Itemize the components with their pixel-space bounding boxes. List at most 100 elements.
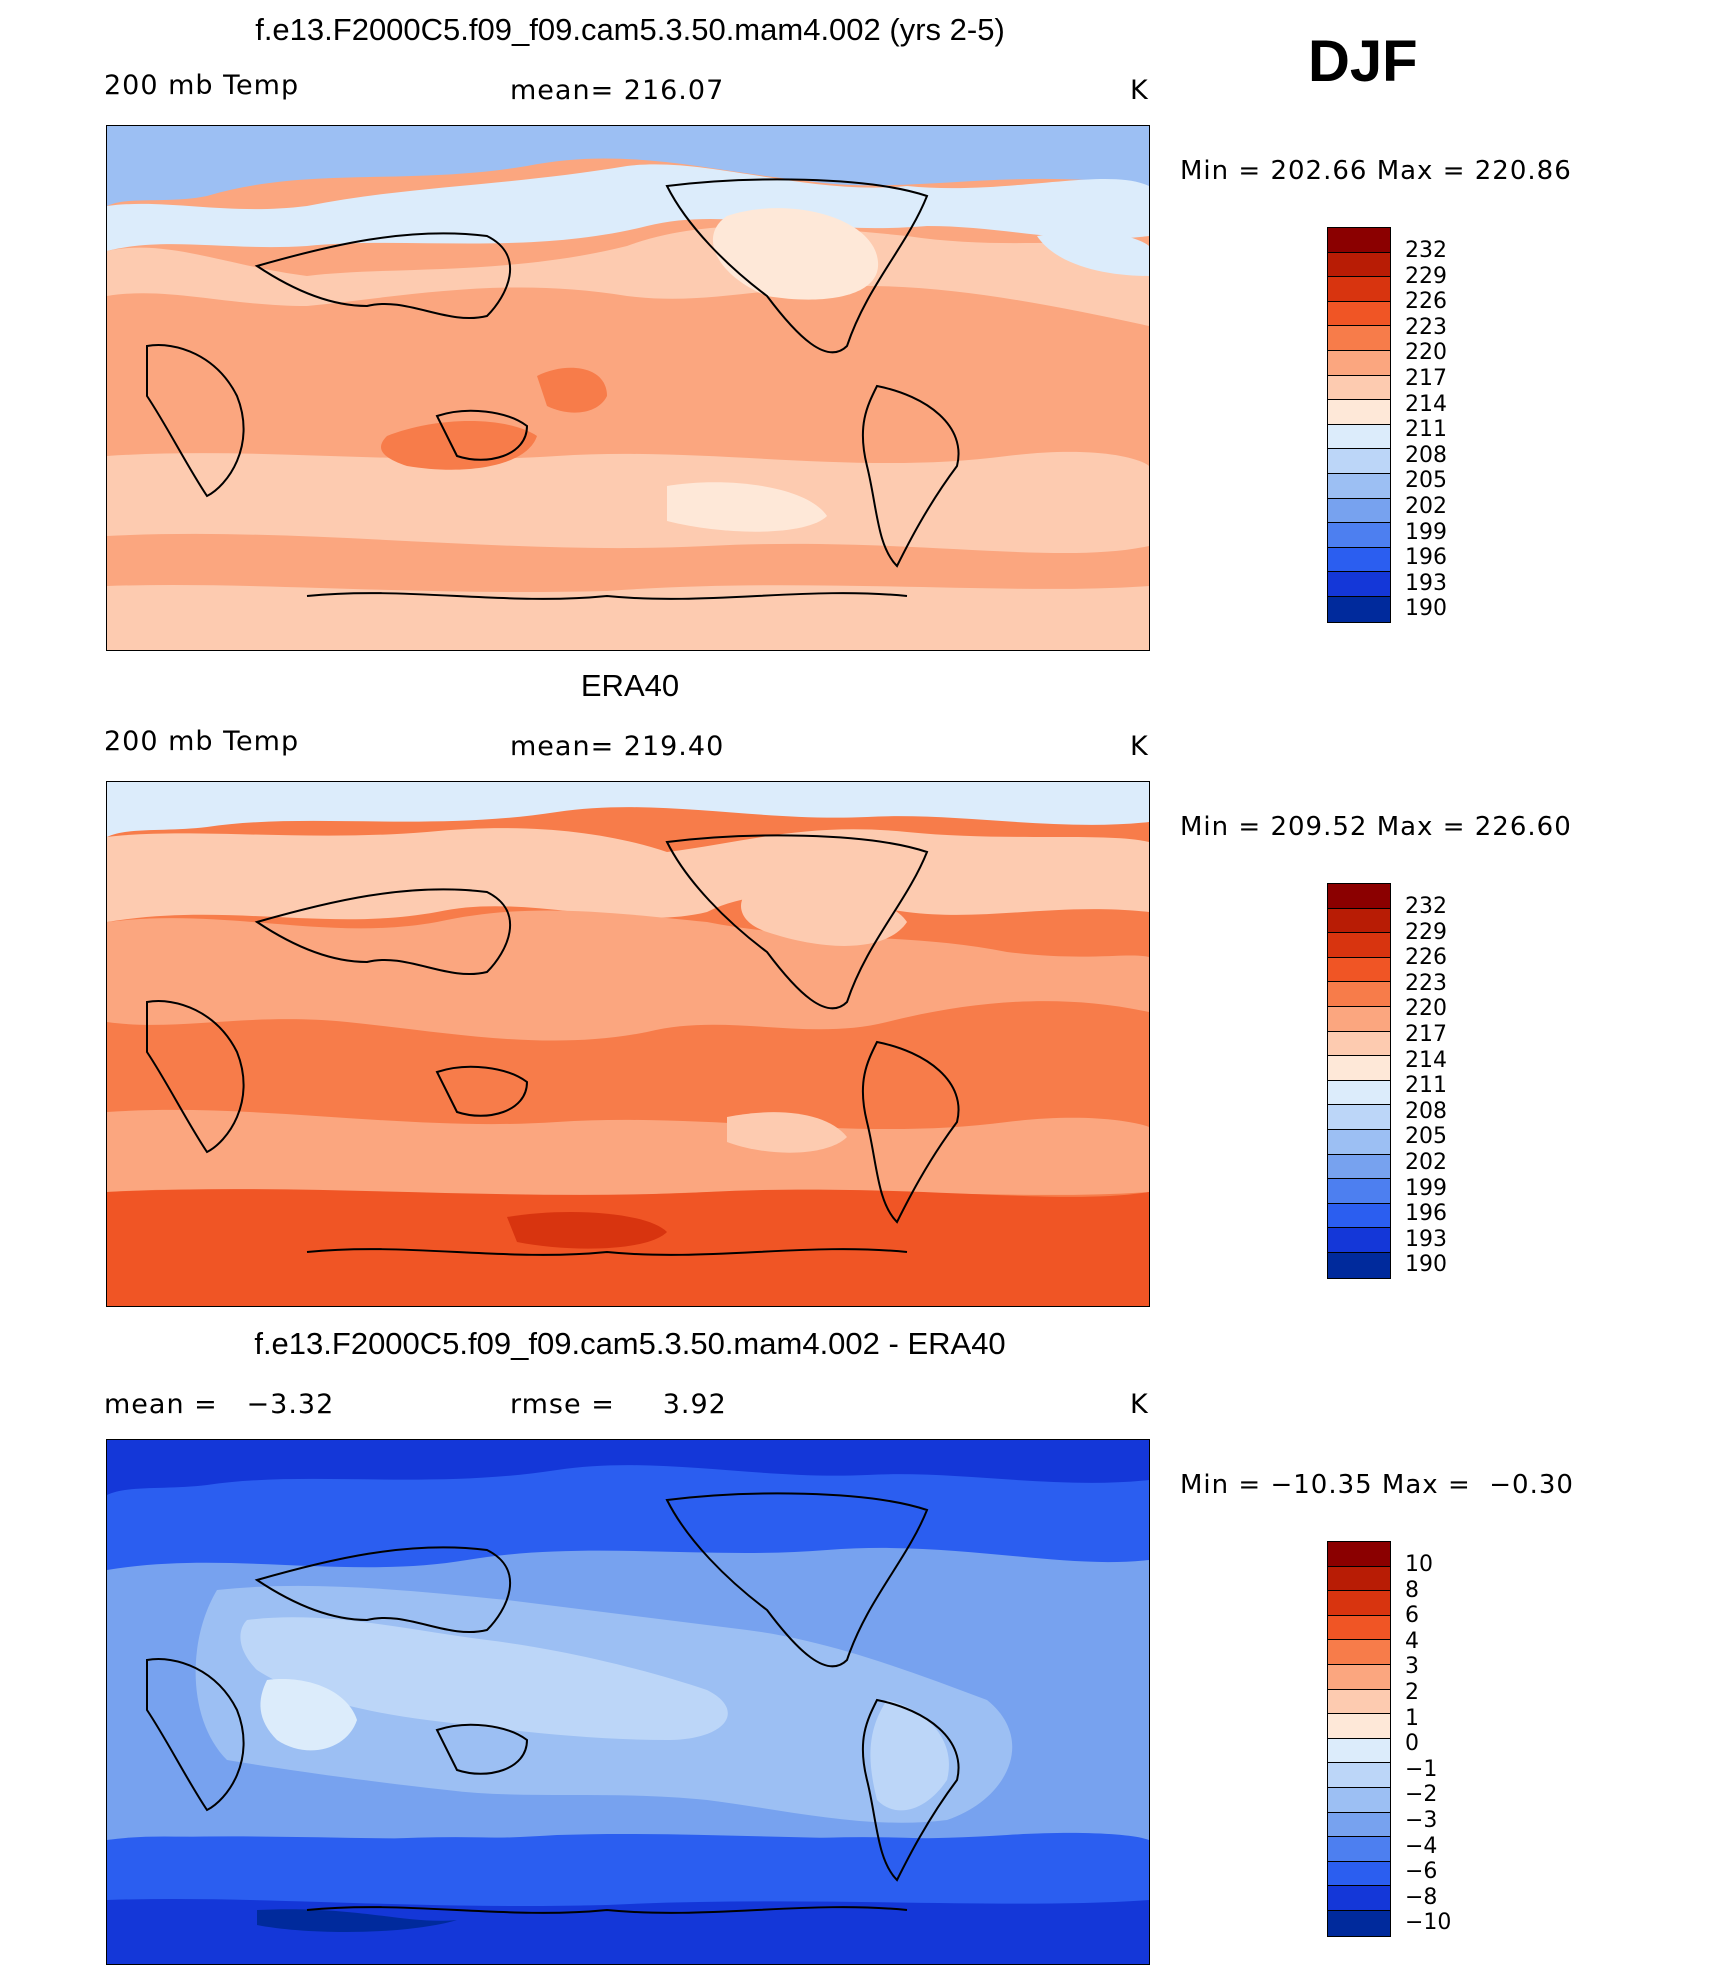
colorbar: [1327, 227, 1391, 623]
colorbar-swatch: [1328, 375, 1390, 401]
colorbar-swatch: [1328, 1812, 1390, 1838]
units-label: K: [1130, 75, 1149, 106]
colorbar-swatch: [1328, 400, 1390, 425]
colorbar-swatch: [1328, 957, 1390, 983]
colorbar-swatch: [1328, 1763, 1390, 1788]
colorbar-tick-label: 226: [1405, 945, 1447, 971]
colorbar-swatch: [1328, 1861, 1390, 1887]
colorbar-swatch: [1328, 1056, 1390, 1081]
colorbar-swatch: [1328, 1640, 1390, 1665]
colorbar-tick-label: 199: [1405, 1175, 1447, 1201]
mean-label: mean= 219.40: [510, 731, 725, 762]
colorbar-swatch: [1328, 350, 1390, 376]
mean-label: mean= 216.07: [510, 75, 725, 106]
colorbar-tick-label: 208: [1405, 442, 1447, 468]
mean-label: mean = −3.32: [104, 1389, 335, 1420]
colorbar-tick-label: 2: [1405, 1679, 1419, 1705]
colorbar-swatch: [1328, 1129, 1390, 1155]
colorbar-swatch: [1328, 301, 1390, 327]
season-label: DJF: [1308, 29, 1418, 94]
colorbar-swatch: [1328, 1591, 1390, 1616]
colorbar-swatch: [1328, 596, 1390, 622]
colorbar-tick-label: 190: [1405, 1252, 1447, 1278]
colorbar-swatch: [1328, 1006, 1390, 1032]
colorbar-tick-label: 193: [1405, 1226, 1447, 1252]
colorbar-swatch: [1328, 252, 1390, 278]
colorbar-tick-label: −2: [1405, 1782, 1438, 1808]
min-max-label: Min = 209.52 Max = 226.60: [1180, 812, 1572, 842]
colorbar-tick-label: 3: [1405, 1654, 1419, 1680]
colorbar-tick-label: 229: [1405, 919, 1447, 945]
colorbar-tick-label: 10: [1405, 1552, 1433, 1577]
panel-title: ERA40: [580, 668, 680, 703]
colorbar-ticks: 10 8 6 4 3 2 1 0 −1 −2 −3 −4 −6 −8 −10: [1405, 1552, 1451, 1936]
colorbar-swatch: [1328, 884, 1390, 909]
units-label: K: [1130, 1389, 1149, 1420]
colorbar-tick-label: 193: [1405, 570, 1447, 596]
colorbar-swatch: [1328, 449, 1390, 474]
colorbar-tick-label: 229: [1405, 263, 1447, 289]
colorbar-tick-label: 1: [1405, 1705, 1419, 1731]
colorbar-tick-label: 196: [1405, 1201, 1447, 1227]
panel-title: f.e13.F2000C5.f09_f09.cam5.3.50.mam4.002…: [254, 1326, 1006, 1361]
colorbar-tick-label: 202: [1405, 493, 1447, 519]
colorbar-swatch: [1328, 326, 1390, 351]
colorbar-tick-label: 217: [1405, 365, 1447, 391]
colorbar-swatch: [1328, 1203, 1390, 1229]
panel-title: f.e13.F2000C5.f09_f09.cam5.3.50.mam4.002…: [255, 12, 1005, 47]
colorbar-swatch: [1328, 908, 1390, 934]
colorbar-tick-label: −8: [1405, 1884, 1438, 1910]
colorbar-tick-label: 202: [1405, 1149, 1447, 1175]
colorbar-swatch: [1328, 1910, 1390, 1936]
colorbar-tick-label: 223: [1405, 970, 1447, 996]
colorbar-swatch: [1328, 1228, 1390, 1253]
colorbar-tick-label: −10: [1405, 1910, 1452, 1936]
min-max-label: Min = 202.66 Max = 220.86: [1180, 156, 1572, 186]
colorbar-swatch: [1328, 1080, 1390, 1106]
colorbar-tick-label: 211: [1405, 1073, 1447, 1099]
colorbar-tick-label: −3: [1405, 1807, 1438, 1833]
colorbar-tick-label: 220: [1405, 340, 1447, 366]
colorbar-tick-label: 217: [1405, 1021, 1447, 1047]
colorbar-swatch: [1328, 523, 1390, 548]
units-label: K: [1130, 731, 1149, 762]
colorbar-swatch: [1328, 1664, 1390, 1690]
colorbar-swatch: [1328, 547, 1390, 573]
colorbar-swatch: [1328, 1615, 1390, 1641]
colorbar-swatch: [1328, 1837, 1390, 1862]
panel-difference: f.e13.F2000C5.f09_f09.cam5.3.50.mam4.002…: [0, 1326, 1710, 1976]
colorbar-tick-label: 8: [1405, 1577, 1419, 1603]
colorbar-tick-label: 214: [1405, 1047, 1447, 1073]
colorbar-tick-label: 220: [1405, 996, 1447, 1022]
colorbar-swatch: [1328, 1714, 1390, 1739]
colorbar-swatch: [1328, 1542, 1390, 1567]
colorbar-tick-label: 232: [1405, 238, 1447, 263]
colorbar-swatch: [1328, 1154, 1390, 1180]
colorbar-swatch: [1328, 498, 1390, 524]
colorbar-tick-label: 223: [1405, 314, 1447, 340]
colorbar-swatch: [1328, 424, 1390, 450]
colorbar-swatch: [1328, 1031, 1390, 1057]
colorbar-swatch: [1328, 277, 1390, 302]
rmse-label: rmse = 3.92: [510, 1389, 727, 1420]
colorbar-tick-label: −1: [1405, 1756, 1438, 1782]
colorbar-tick-label: 190: [1405, 596, 1447, 622]
colorbar-tick-label: 208: [1405, 1098, 1447, 1124]
colorbar-tick-label: 214: [1405, 391, 1447, 417]
colorbar-swatch: [1328, 1738, 1390, 1764]
colorbar-swatch: [1328, 1105, 1390, 1130]
colorbar: [1327, 883, 1391, 1279]
panel-model: f.e13.F2000C5.f09_f09.cam5.3.50.mam4.002…: [0, 12, 1710, 662]
colorbar-tick-label: 6: [1405, 1603, 1419, 1629]
colorbar-swatch: [1328, 1252, 1390, 1278]
colorbar-tick-label: 205: [1405, 468, 1447, 494]
colorbar: [1327, 1541, 1391, 1937]
map-plot: [106, 125, 1150, 651]
colorbar-swatch: [1328, 228, 1390, 253]
colorbar-tick-label: 226: [1405, 289, 1447, 315]
map-plot: [106, 781, 1150, 1307]
colorbar-tick-label: 232: [1405, 894, 1447, 919]
colorbar-ticks: 232 229 226 223 220 217 214 211 208 205 202 199 196 1…: [1405, 238, 1447, 622]
colorbar-tick-label: 196: [1405, 545, 1447, 571]
min-max-label: Min = −10.35 Max = −0.30: [1180, 1470, 1574, 1500]
